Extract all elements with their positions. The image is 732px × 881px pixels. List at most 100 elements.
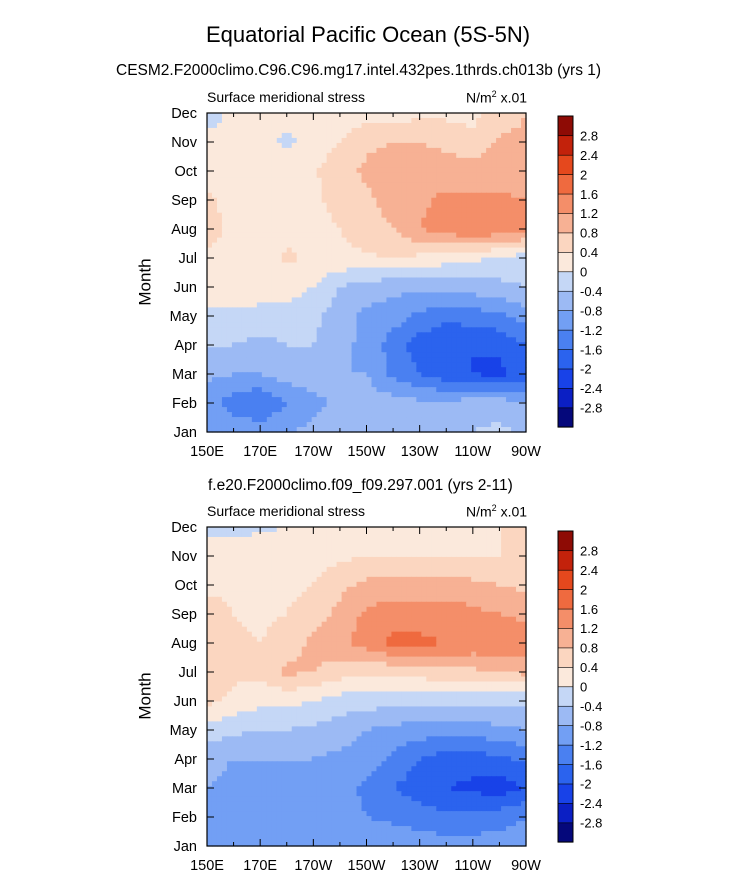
contour-cell — [301, 551, 308, 558]
contour-cell — [241, 427, 248, 433]
contour-cell — [481, 132, 487, 139]
contour-cell — [286, 402, 293, 408]
contour-cell — [491, 177, 497, 184]
contour-cell — [286, 561, 293, 568]
contour-cell — [291, 317, 298, 323]
contour-cell — [511, 337, 517, 343]
contour-cell — [476, 272, 482, 279]
contour-cell — [216, 422, 223, 428]
contour-cell — [451, 576, 457, 583]
contour-cell — [406, 392, 412, 398]
contour-cell — [361, 347, 368, 353]
contour-cell — [376, 392, 383, 398]
contour-cell — [521, 576, 527, 583]
contour-cell — [366, 412, 373, 418]
contour-cell — [516, 556, 522, 563]
contour-cell — [261, 272, 268, 279]
contour-cell — [326, 397, 333, 403]
contour-cell — [361, 182, 368, 189]
contour-cell — [416, 197, 422, 204]
contour-cell — [421, 551, 427, 558]
contour-cell — [446, 122, 452, 129]
contour-cell — [361, 132, 368, 139]
contour-cell — [516, 417, 522, 423]
contour-cell — [511, 372, 517, 378]
contour-cell — [391, 197, 397, 204]
contour-cell — [211, 177, 218, 184]
contour-cell — [371, 257, 378, 264]
contour-cell — [426, 417, 432, 423]
contour-cell — [271, 217, 278, 224]
contour-cell — [336, 347, 343, 353]
contour-cell — [251, 177, 258, 184]
contour-cell — [266, 132, 273, 139]
contour-cell — [391, 546, 397, 553]
contour-cell — [356, 422, 363, 428]
contour-cell — [351, 581, 358, 588]
contour-cell — [466, 122, 472, 129]
contour-cell — [421, 287, 427, 294]
contour-cell — [296, 402, 303, 408]
contour-cell — [301, 202, 308, 209]
contour-cell — [366, 132, 373, 139]
contour-cell — [491, 127, 497, 134]
contour-cell — [296, 252, 303, 259]
contour-cell — [296, 327, 303, 333]
contour-cell — [356, 581, 363, 588]
contour-cell — [411, 292, 417, 299]
contour-cell — [291, 257, 298, 264]
contour-cell — [456, 347, 462, 353]
contour-cell — [376, 252, 383, 259]
contour-cell — [376, 232, 383, 239]
contour-cell — [296, 277, 303, 284]
contour-cell — [306, 417, 313, 423]
contour-cell — [276, 427, 283, 433]
contour-cell — [456, 571, 462, 578]
contour-cell — [421, 172, 427, 179]
contour-cell — [231, 581, 238, 588]
contour-cell — [491, 302, 497, 308]
contour-cell — [231, 327, 238, 333]
contour-cell — [446, 362, 452, 368]
contour-cell — [236, 117, 243, 124]
contour-cell — [256, 132, 263, 139]
contour-cell — [471, 397, 477, 403]
contour-cell — [441, 172, 447, 179]
contour-cell — [386, 422, 393, 428]
contour-cell — [486, 127, 492, 134]
contour-cell — [286, 142, 293, 149]
contour-cell — [461, 367, 467, 373]
contour-cell — [451, 237, 457, 244]
contour-cell — [476, 262, 482, 269]
contour-cell — [421, 252, 427, 259]
contour-cell — [386, 322, 393, 328]
contour-cell — [241, 571, 248, 578]
contour-cell — [436, 377, 442, 383]
contour-cell — [386, 317, 393, 323]
contour-cell — [351, 392, 358, 398]
contour-cell — [501, 197, 507, 204]
contour-cell — [266, 113, 273, 119]
contour-cell — [251, 182, 258, 189]
contour-cell — [496, 347, 502, 353]
contour-cell — [466, 561, 472, 568]
contour-cell — [476, 302, 482, 308]
contour-cell — [371, 561, 378, 568]
contour-cell — [236, 422, 243, 428]
contour-cell — [431, 237, 437, 244]
contour-cell — [351, 576, 358, 583]
contour-cell — [506, 247, 512, 254]
contour-cell — [266, 232, 273, 239]
contour-cell — [511, 207, 517, 214]
contour-cell — [226, 197, 233, 204]
contour-cell — [496, 237, 502, 244]
contour-cell — [506, 237, 512, 244]
contour-cell — [316, 347, 323, 353]
contour-cell — [511, 172, 517, 179]
contour-cell — [231, 402, 238, 408]
contour-cell — [271, 561, 278, 568]
contour-cell — [321, 202, 328, 209]
contour-cell — [501, 182, 507, 189]
contour-cell — [281, 566, 288, 573]
contour-cell — [426, 242, 432, 249]
